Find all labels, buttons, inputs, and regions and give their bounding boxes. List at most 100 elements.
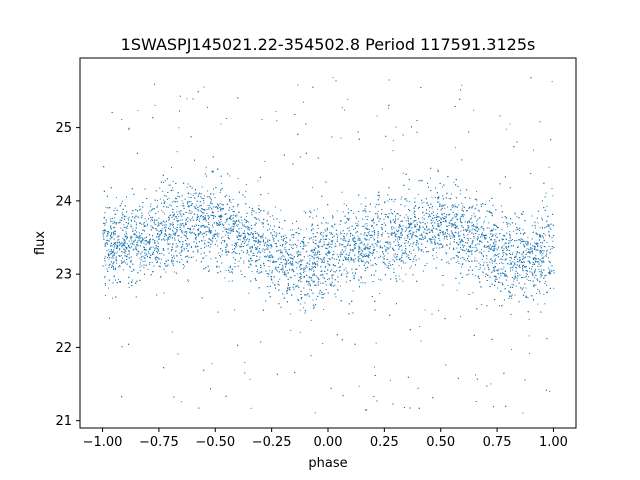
data-point [245, 216, 247, 217]
data-point [346, 233, 348, 235]
data-point [489, 261, 491, 263]
data-point [450, 235, 452, 237]
data-point [368, 233, 370, 235]
data-point [423, 202, 425, 203]
data-point [346, 205, 347, 206]
data-point [483, 256, 484, 258]
data-point [233, 257, 235, 259]
data-point [379, 247, 381, 249]
data-point [356, 225, 357, 226]
data-point [366, 223, 368, 225]
data-point [322, 294, 324, 295]
data-point [546, 284, 547, 286]
data-point [279, 257, 281, 259]
data-point [473, 237, 475, 239]
data-point [310, 269, 312, 271]
data-point [316, 208, 318, 210]
data-point [128, 240, 130, 242]
data-point [247, 243, 249, 245]
data-point [291, 254, 293, 256]
data-point [447, 233, 449, 234]
data-point [220, 210, 222, 212]
data-point [441, 213, 443, 215]
data-point [204, 243, 206, 245]
data-point [111, 257, 113, 259]
data-point [421, 250, 423, 252]
data-point [436, 208, 438, 210]
data-point [528, 276, 529, 278]
data-point [199, 218, 201, 220]
data-point [493, 243, 495, 245]
data-point [535, 268, 536, 270]
data-point [142, 255, 144, 257]
data-point [149, 205, 151, 207]
data-point [340, 256, 342, 257]
data-point [144, 255, 146, 256]
data-point [335, 233, 337, 235]
data-point [514, 213, 516, 215]
data-point [387, 242, 389, 244]
data-point [497, 247, 499, 249]
data-point [544, 234, 546, 236]
data-point [516, 279, 518, 281]
data-point [460, 257, 462, 259]
data-point [372, 219, 374, 221]
data-point [312, 249, 314, 251]
data-point [330, 284, 332, 286]
data-point [196, 208, 198, 210]
data-point [212, 215, 214, 217]
data-point [360, 203, 362, 205]
data-point [526, 248, 528, 250]
data-point [130, 224, 132, 226]
data-point [354, 247, 356, 249]
data-point [395, 126, 397, 128]
data-point [214, 197, 216, 199]
data-point [475, 226, 477, 227]
data-point [339, 223, 341, 225]
data-point [160, 266, 161, 268]
data-point [243, 243, 245, 244]
data-point [436, 229, 438, 231]
data-point [289, 276, 291, 278]
data-point [186, 221, 188, 222]
data-point [280, 269, 282, 270]
data-point [489, 237, 490, 239]
data-point [231, 244, 233, 246]
data-point [262, 240, 264, 242]
data-point [185, 237, 187, 239]
data-point [536, 292, 537, 294]
data-point [130, 243, 132, 245]
data-point [344, 109, 345, 111]
data-point [164, 195, 165, 196]
data-point [238, 260, 240, 262]
data-point [457, 260, 459, 262]
data-point [485, 276, 486, 278]
data-point [121, 260, 122, 262]
data-point [280, 209, 282, 211]
data-point [462, 215, 463, 217]
data-point [231, 209, 233, 210]
data-point [358, 265, 360, 267]
data-point [350, 235, 351, 237]
data-point [543, 256, 545, 258]
data-point [446, 238, 448, 240]
data-point [257, 271, 259, 273]
data-point [172, 224, 174, 226]
data-point [397, 240, 399, 242]
data-point [407, 233, 409, 235]
data-point [387, 241, 389, 243]
data-point [287, 287, 288, 289]
data-point [483, 222, 485, 224]
data-point [414, 224, 416, 226]
data-point [304, 271, 306, 273]
data-point [392, 140, 394, 141]
data-point [298, 233, 299, 235]
data-point [427, 241, 429, 243]
data-point [366, 245, 368, 247]
data-point [186, 98, 188, 100]
data-point [459, 218, 461, 220]
data-point [190, 193, 192, 195]
data-point [527, 260, 529, 262]
data-point [336, 241, 338, 242]
data-point [405, 226, 407, 228]
